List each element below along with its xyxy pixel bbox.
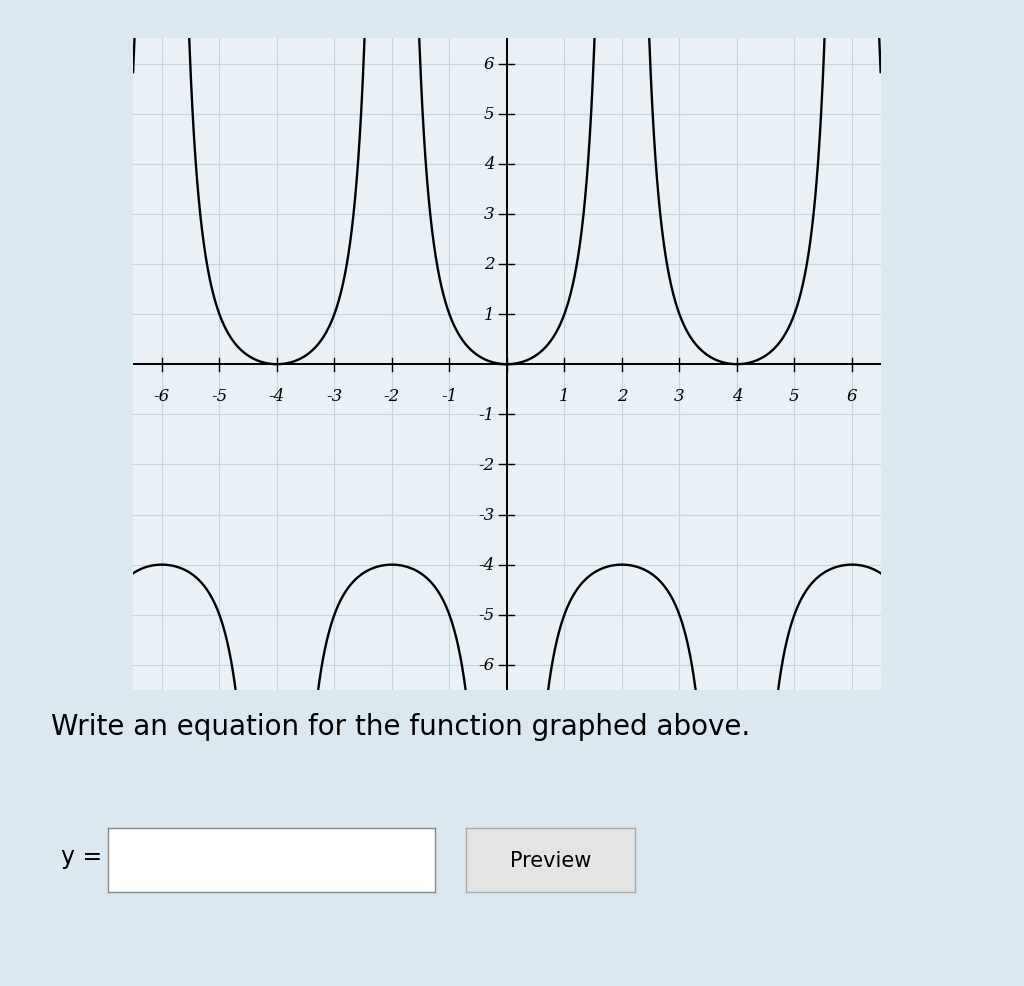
Text: -3: -3 bbox=[478, 507, 495, 524]
Text: 2: 2 bbox=[616, 387, 627, 404]
Text: -5: -5 bbox=[478, 606, 495, 623]
Text: 6: 6 bbox=[847, 387, 857, 404]
Text: -2: -2 bbox=[478, 457, 495, 473]
Text: 1: 1 bbox=[483, 307, 495, 323]
Text: Preview: Preview bbox=[510, 850, 591, 871]
Text: 4: 4 bbox=[483, 156, 495, 174]
Text: 6: 6 bbox=[483, 56, 495, 73]
Text: -1: -1 bbox=[441, 387, 458, 404]
Text: -5: -5 bbox=[211, 387, 227, 404]
Text: 3: 3 bbox=[674, 387, 685, 404]
Text: -2: -2 bbox=[384, 387, 400, 404]
Text: y =: y = bbox=[61, 844, 102, 868]
Text: Write an equation for the function graphed above.: Write an equation for the function graph… bbox=[51, 713, 751, 740]
Text: -4: -4 bbox=[268, 387, 285, 404]
Text: 1: 1 bbox=[559, 387, 569, 404]
Text: 5: 5 bbox=[790, 387, 800, 404]
Text: 2: 2 bbox=[483, 256, 495, 273]
Text: 3: 3 bbox=[483, 206, 495, 223]
Text: -1: -1 bbox=[478, 406, 495, 423]
Text: -4: -4 bbox=[478, 556, 495, 574]
Text: 4: 4 bbox=[731, 387, 742, 404]
Text: -6: -6 bbox=[154, 387, 170, 404]
Text: 5: 5 bbox=[483, 106, 495, 123]
Text: -3: -3 bbox=[327, 387, 342, 404]
Text: -6: -6 bbox=[478, 657, 495, 673]
